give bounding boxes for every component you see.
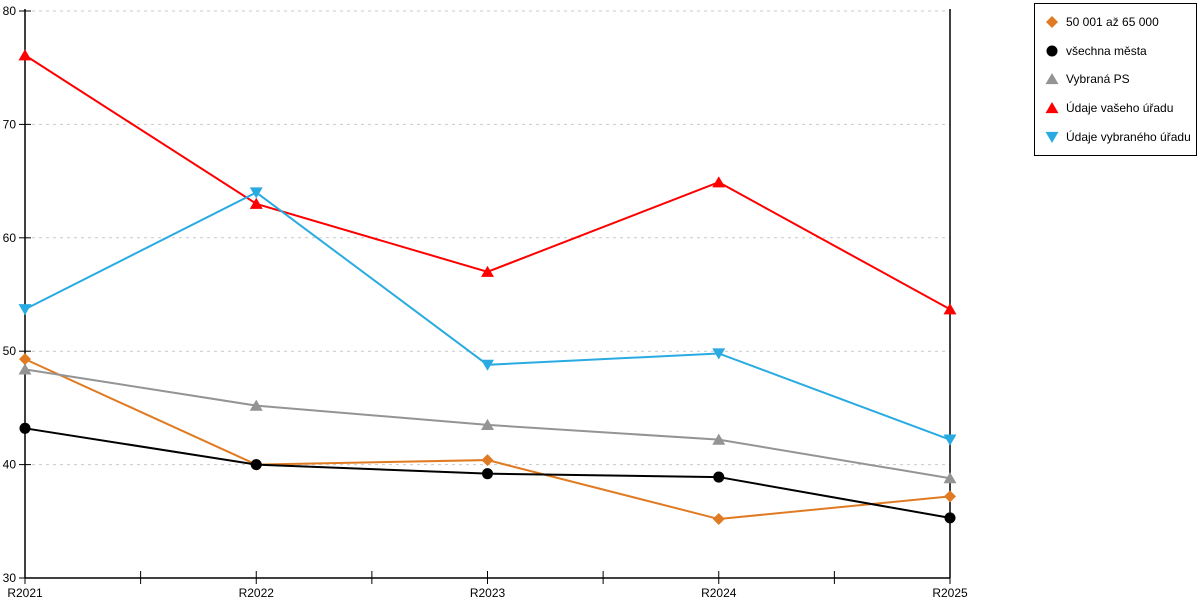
svg-text:R2021: R2021 <box>7 586 43 600</box>
svg-text:30: 30 <box>3 571 17 585</box>
svg-text:R2022: R2022 <box>239 586 275 600</box>
legend-item-50001-az-65000: 50 001 až 65 000 <box>1045 15 1196 29</box>
legend-label: Vybraná PS <box>1066 72 1130 87</box>
triangle-up-icon <box>1045 73 1059 85</box>
svg-text:40: 40 <box>3 458 17 472</box>
svg-text:50: 50 <box>3 344 17 358</box>
triangle-up-icon <box>1045 102 1059 114</box>
circle-icon <box>1046 45 1058 57</box>
svg-text:R2025: R2025 <box>932 586 968 600</box>
legend-label: Údaje vašeho úřadu <box>1066 101 1174 116</box>
legend-label: 50 001 až 65 000 <box>1066 15 1159 30</box>
legend-item-udaje-vaseho-uradu: Údaje vašeho úřadu <box>1045 101 1196 115</box>
svg-text:R2024: R2024 <box>701 586 737 600</box>
svg-text:60: 60 <box>3 231 17 245</box>
triangle-down-icon <box>1045 131 1059 143</box>
legend-item-vsechna-mesta: všechna města <box>1045 44 1196 58</box>
diamond-icon <box>1046 16 1058 29</box>
legend: 50 001 až 65 000 všechna města Vybraná P… <box>1034 3 1197 156</box>
legend-item-udaje-vybraneho-uradu: Údaje vybraného úřadu <box>1045 130 1196 144</box>
svg-text:70: 70 <box>3 117 17 131</box>
legend-label: Údaje vybraného úřadu <box>1066 129 1191 144</box>
legend-item-vybrana-ps: Vybraná PS <box>1045 72 1196 86</box>
svg-text:R2023: R2023 <box>470 586 506 600</box>
svg-text:80: 80 <box>3 4 17 18</box>
legend-label: všechna města <box>1066 43 1147 58</box>
